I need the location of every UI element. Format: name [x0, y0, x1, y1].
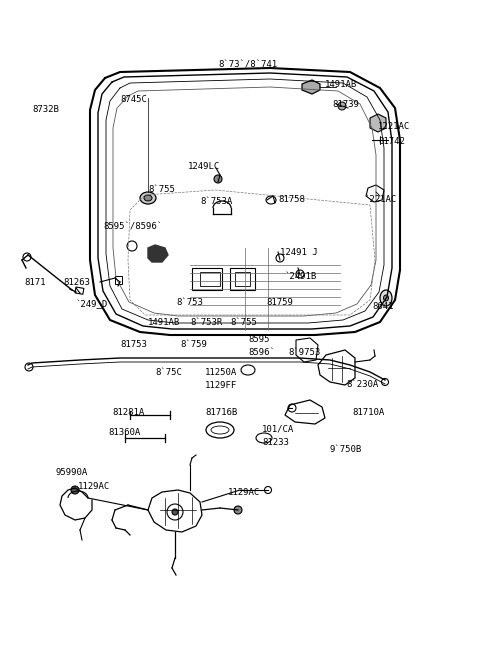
Text: 8`9753: 8`9753 [288, 348, 320, 357]
Text: 8`753A: 8`753A [200, 197, 232, 206]
Text: 8`73`/8`741: 8`73`/8`741 [218, 60, 277, 69]
Bar [115, 276, 122, 284]
Text: 1221AC: 1221AC [378, 122, 410, 131]
Text: 81233: 81233 [262, 438, 289, 447]
Text: 81759: 81759 [266, 298, 293, 307]
Text: 81758: 81758 [278, 195, 305, 204]
Text: 81739: 81739 [332, 100, 359, 109]
Text: 8`75C: 8`75C [155, 368, 182, 377]
Text: 11250A: 11250A [205, 368, 237, 377]
Text: 8641: 8641 [372, 302, 394, 311]
Text: 1129FF: 1129FF [205, 381, 237, 390]
Text: 8596`: 8596` [248, 348, 275, 357]
Polygon shape [370, 114, 386, 132]
Text: 95990A: 95990A [55, 468, 87, 477]
Text: 12491 J: 12491 J [280, 248, 318, 257]
Text: 81263: 81263 [63, 278, 90, 287]
Polygon shape [148, 245, 168, 262]
Circle shape [71, 486, 79, 494]
Text: 8`759: 8`759 [180, 340, 207, 349]
Text: 8`230A: 8`230A [346, 380, 378, 389]
Text: 81742: 81742 [378, 137, 405, 146]
Text: `249_D: `249_D [76, 300, 108, 309]
Text: 1129AC: 1129AC [228, 488, 260, 497]
Text: `2491B: `2491B [285, 272, 317, 281]
Text: 9`750B: 9`750B [330, 445, 362, 454]
Bar [75, 287, 84, 294]
Circle shape [234, 506, 242, 514]
Circle shape [172, 509, 178, 515]
Text: 8`755: 8`755 [148, 185, 175, 194]
Text: 8732B: 8732B [32, 105, 59, 114]
Circle shape [214, 175, 222, 183]
Text: 8`753: 8`753 [176, 298, 203, 307]
Ellipse shape [140, 192, 156, 204]
Text: 8595`/8596`: 8595`/8596` [103, 222, 162, 231]
Text: 8595`: 8595` [248, 335, 275, 344]
Polygon shape [302, 80, 320, 94]
Text: 1249LC: 1249LC [188, 162, 220, 171]
Ellipse shape [144, 195, 152, 201]
Text: 1129AC: 1129AC [78, 482, 110, 491]
Text: 8`753R: 8`753R [190, 318, 222, 327]
Circle shape [338, 102, 346, 110]
Text: 101/CA: 101/CA [262, 425, 294, 434]
Text: 8`755: 8`755 [230, 318, 257, 327]
Ellipse shape [380, 290, 392, 306]
Text: 81753: 81753 [120, 340, 147, 349]
Text: 8745C: 8745C [120, 95, 147, 104]
Text: 1491AB: 1491AB [148, 318, 180, 327]
Text: 81716B: 81716B [205, 408, 237, 417]
Text: 81360A: 81360A [108, 428, 140, 437]
Text: 1491AB: 1491AB [325, 80, 357, 89]
Text: 8171: 8171 [24, 278, 46, 287]
Ellipse shape [384, 295, 388, 301]
Text: 81281A: 81281A [112, 408, 144, 417]
Text: `221AC: `221AC [365, 195, 397, 204]
Text: 81710A: 81710A [352, 408, 384, 417]
